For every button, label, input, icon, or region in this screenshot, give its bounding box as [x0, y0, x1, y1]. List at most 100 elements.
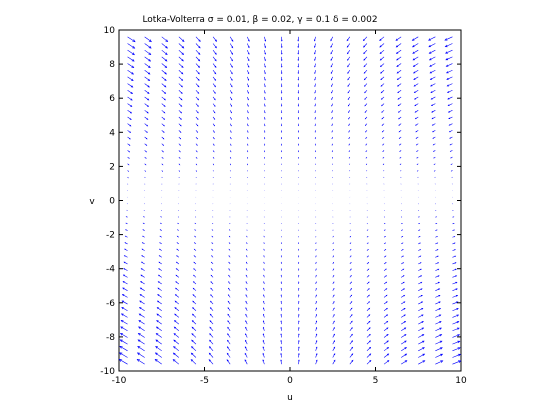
field-arrow [228, 255, 231, 258]
field-arrow [178, 123, 182, 127]
plot-area: -10 -5 0 5 10 -10 -8 -6 -4 -2 0 2 4 6 8 10 [100, 26, 467, 386]
field-arrow [244, 359, 248, 365]
field-arrow [262, 346, 265, 351]
field-arrow [298, 352, 300, 358]
field-arrow [298, 326, 300, 331]
field-arrow [192, 300, 197, 305]
field-arrow [246, 56, 250, 62]
field-arrow [245, 307, 248, 311]
field-arrow [348, 136, 351, 140]
field-arrow [315, 333, 318, 338]
field-arrow [452, 275, 458, 278]
field-arrow [297, 76, 299, 81]
field-arrow [416, 156, 419, 159]
field-arrow [432, 130, 436, 133]
y-tick-label: -6 [106, 299, 115, 309]
field-arrow [349, 320, 353, 325]
field-arrow [144, 123, 149, 127]
field-arrow [347, 70, 351, 74]
field-arrow [346, 36, 351, 42]
field-arrow [297, 70, 300, 75]
field-arrow [331, 103, 334, 107]
field-arrow [178, 36, 185, 42]
field-arrow [127, 36, 136, 43]
field-arrow [400, 347, 407, 352]
field-arrow [229, 156, 232, 159]
field-arrow [400, 262, 405, 265]
field-arrow [174, 300, 180, 305]
field-arrow [178, 96, 183, 101]
field-arrow [349, 353, 354, 358]
field-arrow [381, 110, 385, 113]
field-arrow [400, 360, 408, 365]
field-arrow [280, 313, 282, 318]
field-arrow [452, 229, 455, 231]
field-arrow [178, 163, 181, 166]
field-arrow [383, 249, 387, 251]
field-arrow [193, 242, 197, 245]
field-arrow [332, 287, 335, 291]
field-arrow [452, 347, 461, 352]
field-arrow [298, 287, 300, 291]
field-arrow [298, 333, 300, 338]
field-arrow [346, 50, 351, 55]
field-arrow [127, 130, 132, 133]
field-arrow [177, 229, 180, 231]
field-arrow [332, 307, 335, 311]
field-arrow [332, 327, 335, 331]
field-arrow [330, 76, 334, 81]
field-arrow [418, 275, 423, 278]
field-arrow [435, 268, 440, 271]
field-arrow [332, 281, 335, 285]
field-arrow [178, 143, 181, 146]
field-arrow [264, 110, 266, 114]
field-arrow [383, 301, 388, 305]
field-arrow [347, 76, 351, 81]
field-arrow [173, 333, 180, 338]
field-arrow [246, 96, 249, 101]
field-arrow [446, 76, 453, 80]
field-arrow [314, 76, 316, 81]
chart-title: Lotka-Volterra σ = 0.01, β = 0.02, γ = 0… [142, 15, 377, 25]
field-arrow [431, 123, 436, 126]
field-arrow [227, 320, 231, 325]
field-arrow [315, 268, 317, 271]
field-arrow [428, 43, 436, 48]
field-arrow [122, 281, 128, 285]
field-arrow [280, 274, 282, 278]
field-arrow [144, 83, 150, 88]
field-arrow [195, 70, 200, 75]
field-arrow [383, 353, 390, 358]
field-arrow [121, 294, 128, 298]
field-arrow [383, 333, 389, 338]
field-arrow [172, 352, 180, 358]
field-arrow [330, 36, 334, 42]
field-arrow [127, 63, 135, 69]
field-arrow [349, 255, 352, 258]
field-arrow [346, 43, 351, 48]
field-arrow [452, 294, 459, 298]
field-arrow [416, 150, 419, 152]
field-arrow [412, 43, 419, 48]
field-arrow [332, 274, 335, 278]
field-arrow [418, 236, 421, 238]
field-arrow [297, 50, 300, 55]
field-arrow [158, 268, 162, 271]
field-arrow [127, 90, 134, 94]
field-arrow [366, 307, 371, 311]
field-arrow [433, 170, 436, 172]
field-arrow [298, 307, 300, 311]
field-arrow [362, 36, 368, 42]
field-arrow [178, 130, 182, 133]
field-arrow [447, 110, 453, 113]
field-arrow [161, 90, 167, 94]
field-arrow [246, 116, 249, 120]
field-arrow [212, 130, 215, 133]
field-arrow [314, 70, 316, 75]
field-arrow [315, 326, 318, 331]
field-arrow [246, 242, 248, 245]
field-arrow [349, 307, 353, 311]
field-arrow [401, 229, 404, 231]
field-arrow [263, 261, 265, 265]
field-arrow [246, 83, 249, 88]
